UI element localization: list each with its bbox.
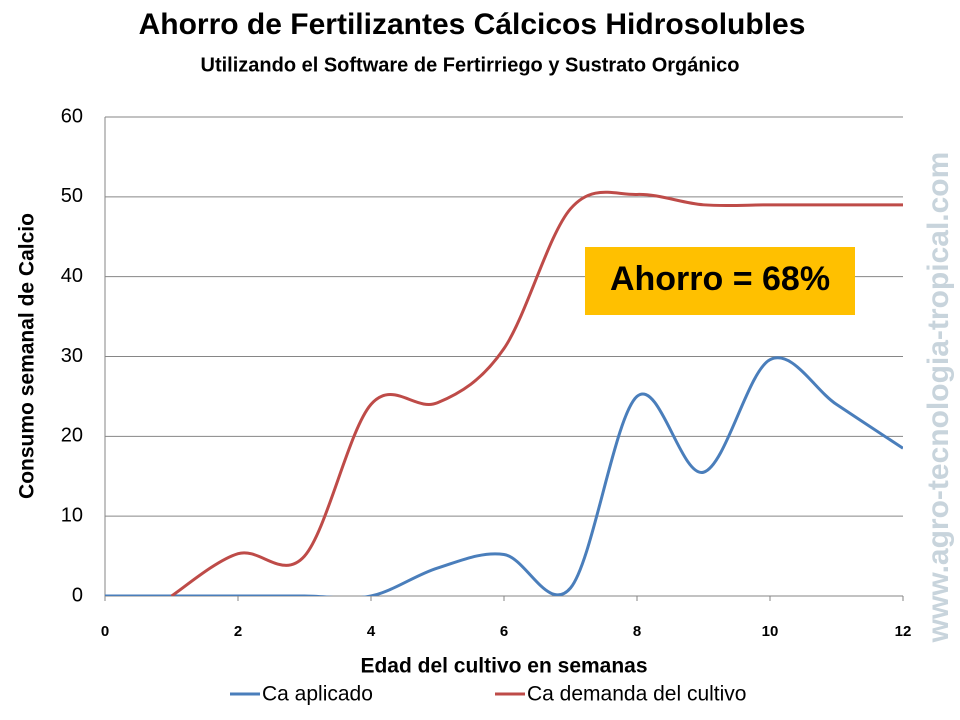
line-series — [170, 190, 903, 596]
x-tick-label: 8 — [633, 623, 641, 640]
y-tick-label: 20 — [61, 425, 83, 447]
chart-title: Ahorro de Fertilizantes Cálcicos Hidroso… — [139, 8, 806, 41]
x-tick-label: 10 — [762, 623, 779, 640]
x-axis-label: Edad del cultivo en semanas — [360, 655, 647, 678]
annotation: Ahorro = 68% — [610, 260, 830, 298]
x-tick-label: 2 — [234, 623, 242, 640]
y-tick-label: 50 — [61, 185, 83, 207]
y-tick-label: 60 — [61, 105, 83, 127]
y-tick-label: 10 — [61, 504, 83, 526]
y-tick-label: 40 — [61, 265, 83, 287]
x-tick-label: 0 — [101, 623, 109, 640]
y-tick-label: 0 — [72, 584, 83, 606]
line-series — [105, 356, 903, 596]
chart-subtitle: Utilizando el Software de Fertirriego y … — [201, 54, 740, 76]
series-group — [105, 190, 903, 596]
y-tick-label: 30 — [61, 345, 83, 367]
x-tick-label: 6 — [500, 623, 508, 640]
x-tick-label: 4 — [367, 623, 376, 640]
annotation-box — [585, 247, 855, 315]
x-tick-label: 12 — [895, 623, 912, 640]
legend-label: Ca demanda del cultivo — [527, 683, 746, 706]
legend-label: Ca aplicado — [262, 683, 373, 706]
watermark: www.agro-tecnologia-tropical.com — [922, 152, 955, 644]
legend: Ca aplicado Ca demanda del cultivo — [230, 683, 746, 706]
y-axis-label: Consumo semanal de Calcio — [16, 213, 39, 499]
plot-area — [104, 116, 904, 601]
